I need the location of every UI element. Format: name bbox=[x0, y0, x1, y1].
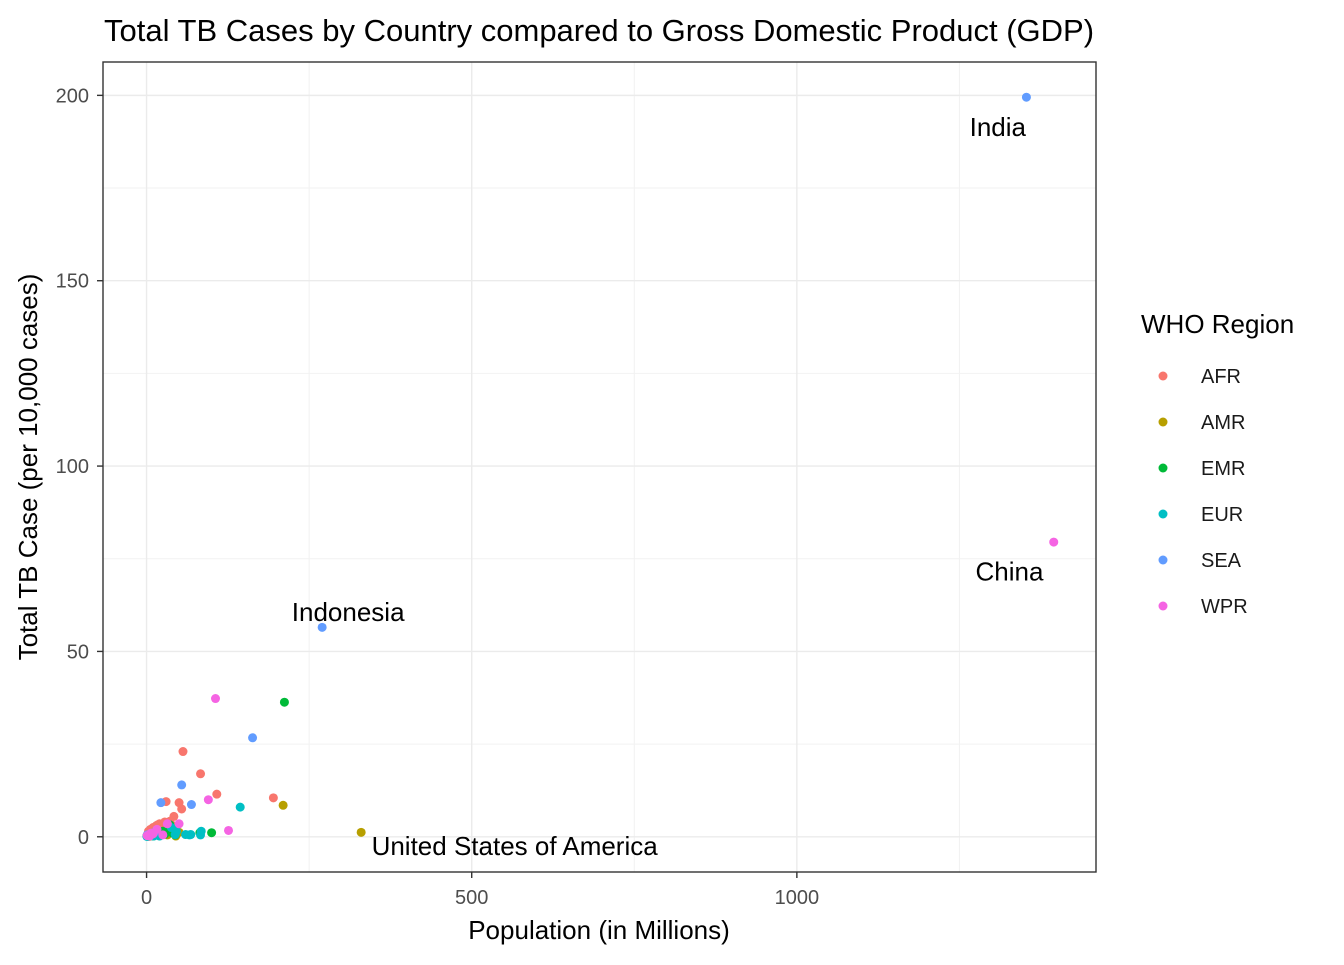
data-point-wpr bbox=[224, 825, 234, 835]
data-point-eur bbox=[171, 826, 181, 836]
legend-label-sea: SEA bbox=[1201, 550, 1242, 572]
axis-ticks: 0 500 1000 0 50 100 150 200 bbox=[56, 85, 819, 909]
data-points bbox=[142, 92, 1059, 841]
legend-label-afr: AFR bbox=[1201, 366, 1241, 388]
legend-key-emr bbox=[1158, 463, 1168, 473]
legend-key-eur bbox=[1158, 509, 1168, 519]
point-annotation: China bbox=[976, 557, 1044, 587]
x-tick-label: 1000 bbox=[775, 887, 820, 909]
data-point-sea bbox=[156, 798, 166, 808]
legend-label-eur: EUR bbox=[1201, 504, 1243, 526]
data-point-sea bbox=[248, 733, 258, 743]
legend-key-amr bbox=[1158, 417, 1168, 427]
legend-key-afr bbox=[1158, 371, 1168, 381]
data-point-afr bbox=[177, 804, 187, 814]
data-point-wpr bbox=[203, 795, 213, 805]
legend-title: WHO Region bbox=[1141, 309, 1294, 339]
point-annotation: United States of America bbox=[372, 831, 659, 861]
data-point-afr bbox=[268, 793, 278, 803]
gridlines bbox=[103, 62, 1096, 872]
data-point-wpr bbox=[162, 819, 172, 829]
y-tick-label: 150 bbox=[56, 271, 89, 293]
y-tick-label: 50 bbox=[67, 641, 89, 663]
data-point-eur bbox=[235, 802, 245, 812]
plot-panel-border bbox=[102, 61, 1097, 873]
legend-label-emr: EMR bbox=[1201, 458, 1245, 480]
y-axis-title: Total TB Case (per 10,000 cases) bbox=[13, 274, 43, 661]
data-point-eur bbox=[186, 830, 196, 840]
data-point-eur bbox=[196, 826, 206, 836]
chart-title: Total TB Cases by Country compared to Gr… bbox=[104, 13, 1094, 48]
data-point-afr bbox=[178, 747, 188, 757]
data-point-wpr bbox=[211, 694, 221, 704]
point-annotation: Indonesia bbox=[292, 597, 405, 627]
x-tick-label: 500 bbox=[455, 887, 488, 909]
y-tick-label: 0 bbox=[78, 827, 89, 849]
annotations: India China Indonesia United States of Amer… bbox=[292, 112, 1044, 861]
data-point-amr bbox=[356, 827, 366, 837]
data-point-afr bbox=[196, 769, 206, 779]
data-point-sea bbox=[317, 622, 327, 632]
legend-label-amr: AMR bbox=[1201, 412, 1245, 434]
data-point-sea bbox=[1021, 92, 1031, 102]
legend: WHO Region AFR AMR EMR EUR SEA WPR bbox=[1141, 309, 1294, 618]
y-tick-label: 200 bbox=[56, 85, 89, 107]
data-point-afr bbox=[212, 789, 222, 799]
data-point-sea bbox=[177, 780, 187, 790]
data-point-emr bbox=[279, 697, 289, 707]
data-point-wpr bbox=[158, 830, 168, 840]
x-tick-label: 0 bbox=[141, 887, 152, 909]
data-point-sea bbox=[186, 800, 196, 810]
data-point-emr bbox=[207, 828, 217, 838]
legend-key-wpr bbox=[1158, 601, 1168, 611]
legend-label-wpr: WPR bbox=[1201, 596, 1248, 618]
legend-key-sea bbox=[1158, 555, 1168, 565]
data-point-wpr bbox=[1049, 537, 1059, 547]
y-tick-label: 100 bbox=[56, 456, 89, 478]
x-axis-title: Population (in Millions) bbox=[468, 915, 730, 945]
data-point-wpr bbox=[152, 824, 162, 834]
data-point-amr bbox=[278, 800, 288, 810]
point-annotation: India bbox=[970, 112, 1027, 142]
data-point-wpr bbox=[174, 819, 184, 829]
